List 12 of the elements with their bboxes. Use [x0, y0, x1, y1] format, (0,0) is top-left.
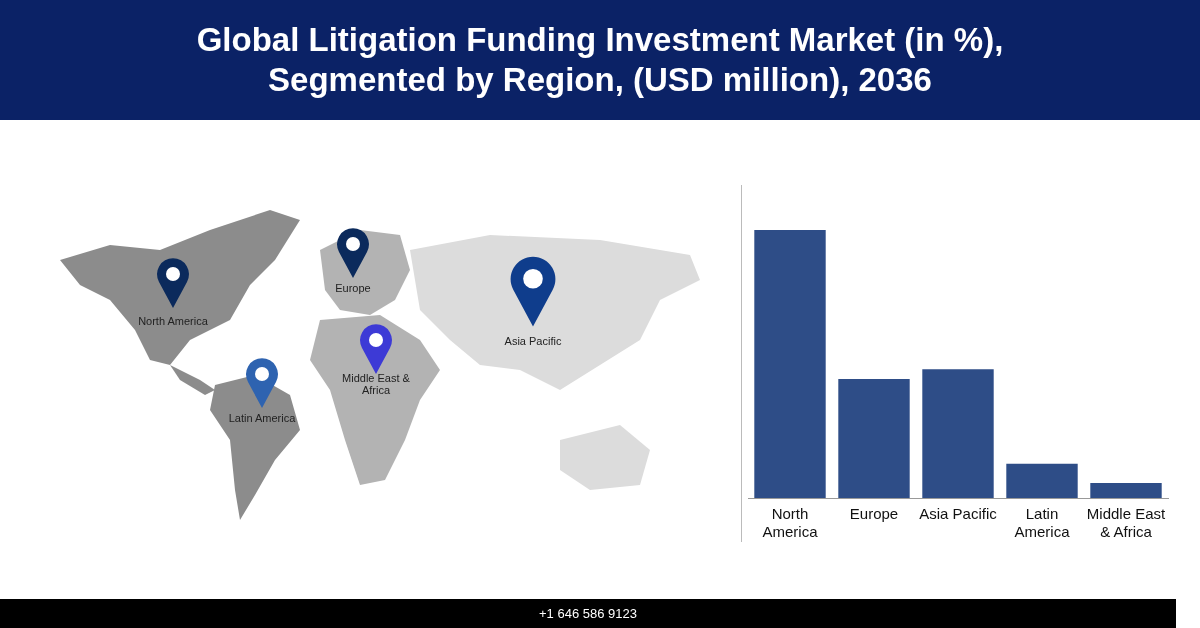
category-label: Asia Pacific — [504, 335, 562, 347]
text: +1 646 586 9123 — [0, 599, 1176, 628]
x-tick-label: Asia Pacific — [919, 505, 998, 523]
category-label: Europe — [335, 282, 371, 294]
category-label: Latin America — [228, 412, 296, 424]
x-tick-label: Latin America — [1014, 505, 1071, 541]
chart-title: Global Litigation Funding Investment Market (in %), Segmented by Region, (USD million), 2036 — [195, 20, 1005, 100]
category-label: North America — [138, 315, 208, 327]
x-tick-label: Europe — [849, 505, 899, 523]
category-label: Middle East & Africa — [342, 372, 410, 397]
x-tick-label: Middle East & Africa — [1086, 505, 1167, 541]
x-tick-label: North America — [762, 505, 819, 541]
